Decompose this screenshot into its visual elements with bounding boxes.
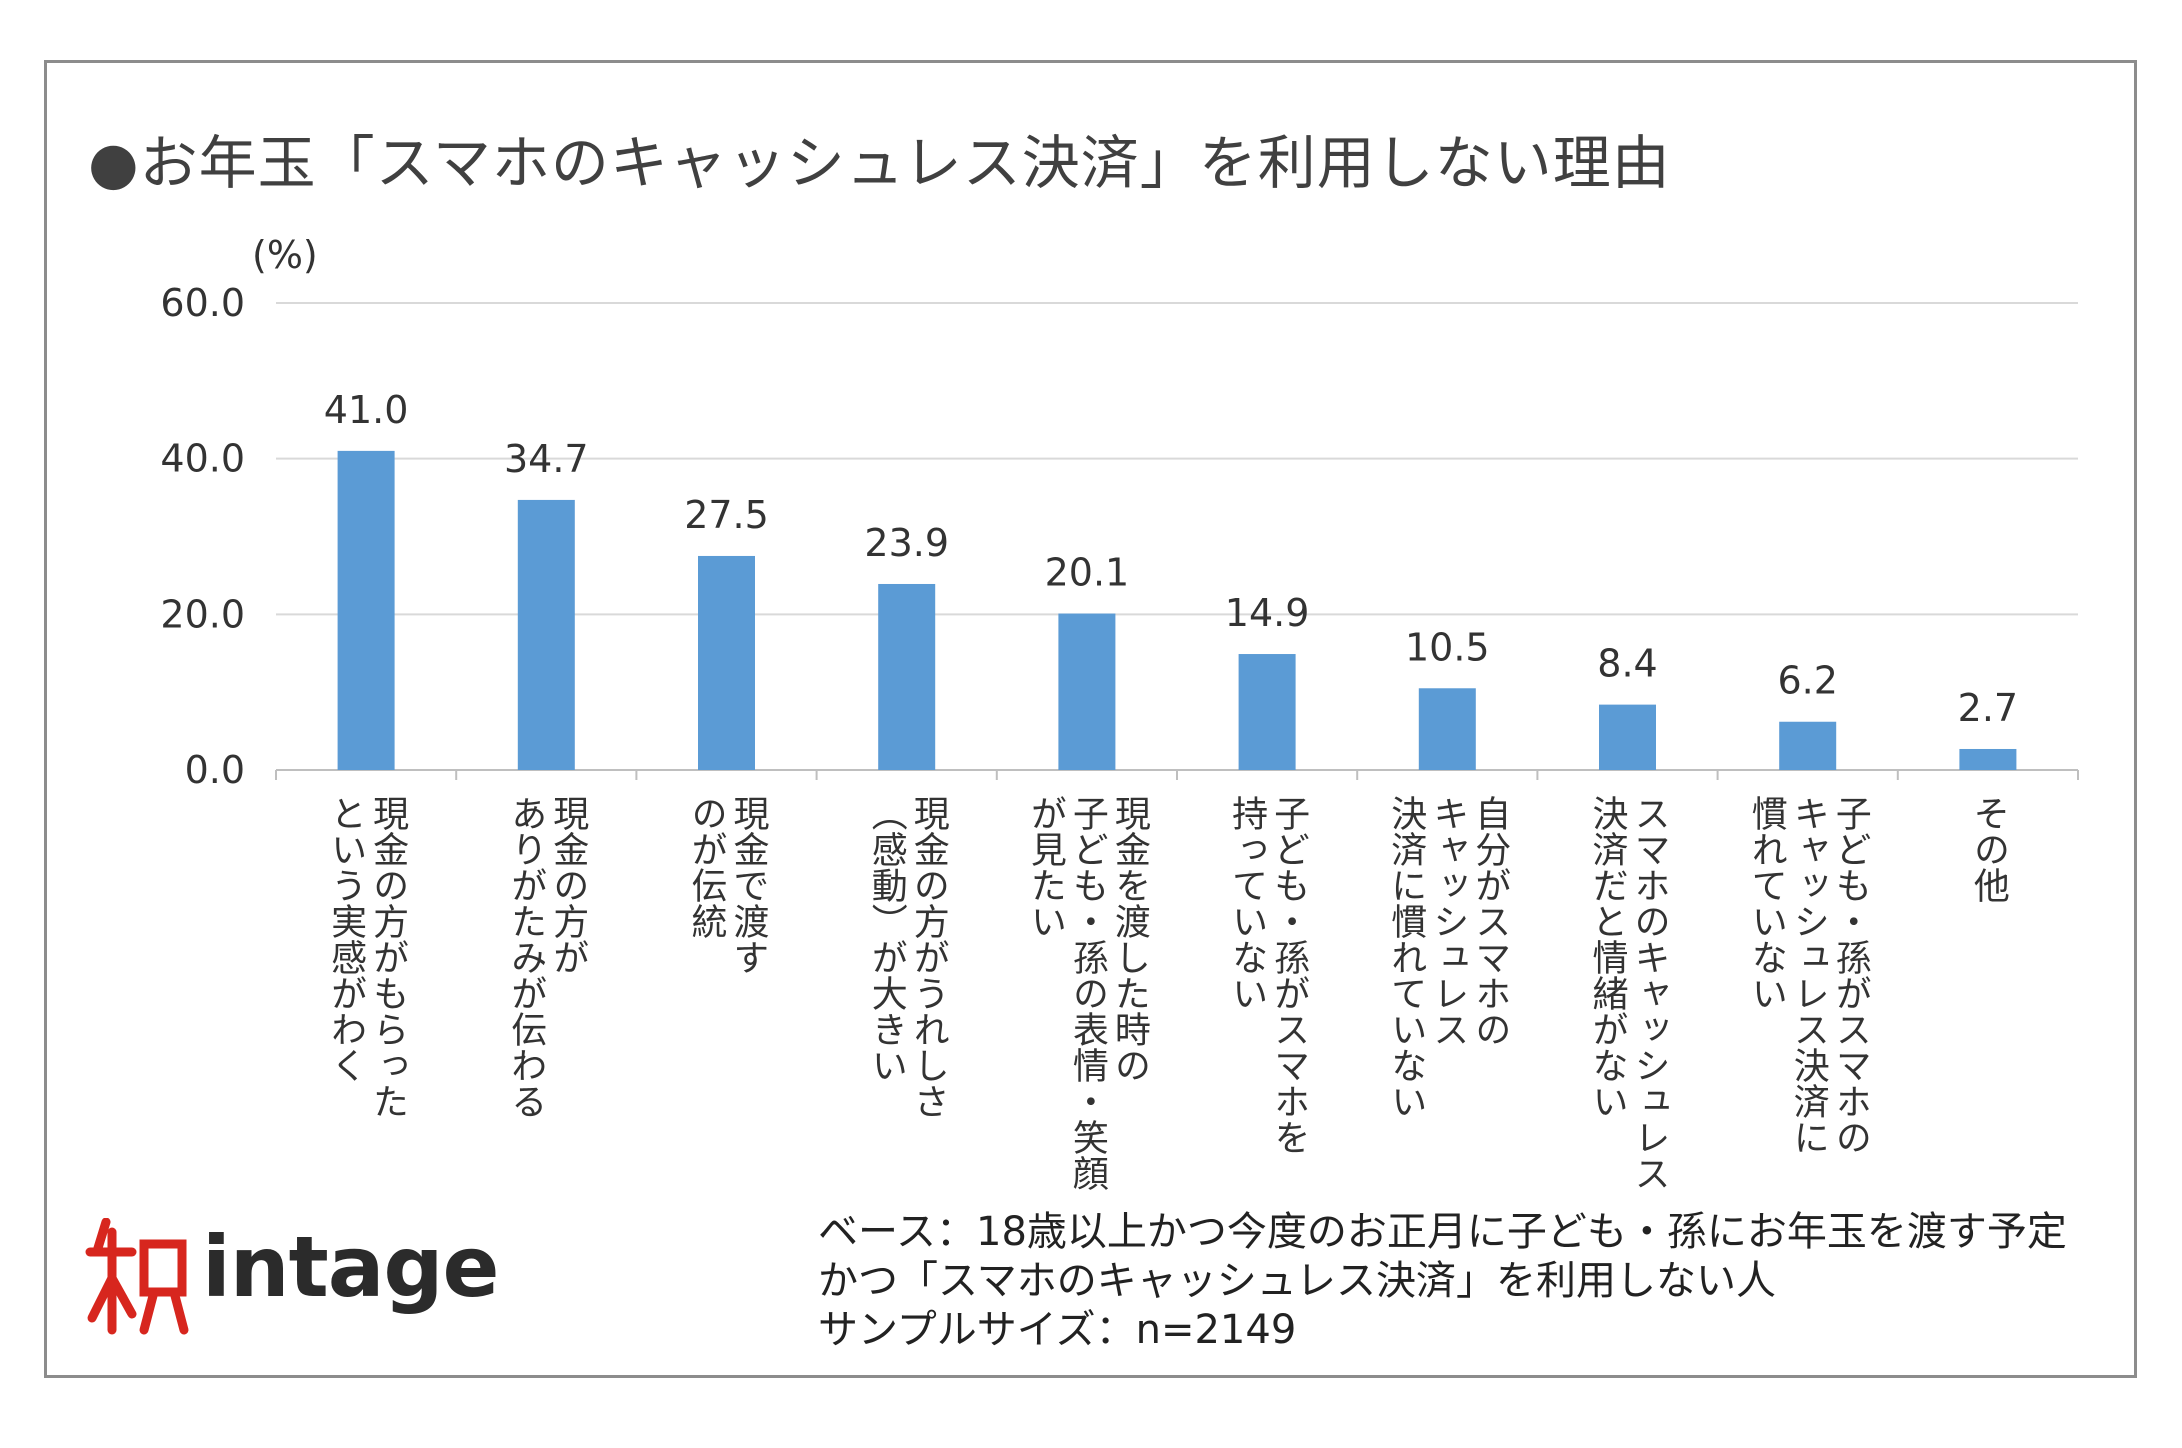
bar [1238, 654, 1296, 770]
category-label: 現金を渡した時の 子ども・孫の表情・笑顔 が見たい [1024, 795, 1150, 1191]
data-label: 34.7 [504, 437, 589, 481]
data-label: 27.5 [684, 493, 769, 537]
y-tick-label: 60.0 [160, 281, 245, 325]
data-label: 14.9 [1225, 591, 1310, 635]
data-label: 20.1 [1045, 551, 1130, 595]
sample-size: サンプルサイズ：n=2149 [818, 1307, 1297, 1353]
category-label: 子ども・孫がスマホの キャッシュレス決済に 慣れていない [1745, 795, 1871, 1155]
base-note: ベース：18歳以上かつ今度のお正月に子ども・孫にお年玉を渡す予定 かつ「スマホの… [818, 1208, 2067, 1355]
y-tick-label: 40.0 [160, 437, 245, 481]
bar [337, 450, 395, 770]
chart-frame [44, 60, 2137, 1378]
chart-title: ●お年玉「スマホのキャッシュレス決済」を利用しない理由 [88, 129, 1671, 197]
bar [1058, 613, 1116, 770]
data-label: 10.5 [1405, 625, 1490, 669]
category-label: 現金の方が ありがたみが伝わる [505, 795, 589, 1119]
category-label: その他 [1967, 795, 2009, 903]
category-label: 現金で渡す のが伝統 [685, 795, 769, 975]
category-label: 自分がスマホの キャッシュレス 決済に慣れていない [1385, 795, 1511, 1119]
y-tick-label: 0.0 [185, 748, 245, 792]
data-label: 23.9 [864, 521, 949, 565]
intage-logo-icon [85, 1217, 189, 1335]
data-label: 8.4 [1597, 642, 1657, 686]
bar [1959, 748, 2017, 770]
bar [1779, 721, 1837, 770]
bar [1418, 688, 1476, 770]
y-tick-label: 20.0 [160, 592, 245, 636]
category-label: 現金の方がうれしさ （感動）が大きい [865, 795, 949, 1119]
category-label: 現金の方がもらった という実感がわく [325, 795, 409, 1119]
bar [698, 555, 755, 770]
category-label: 子ども・孫がスマホを 持っていない [1226, 795, 1310, 1155]
base-line-1: ベース：18歳以上かつ今度のお正月に子ども・孫にお年玉を渡す予定 [818, 1209, 2067, 1255]
y-axis-unit: (%) [252, 233, 318, 277]
bar [1599, 704, 1656, 770]
data-label: 6.2 [1777, 659, 1837, 703]
base-line-2: かつ「スマホのキャッシュレス決済」を利用しない人 [818, 1258, 1776, 1304]
bar [517, 499, 575, 770]
bar [878, 583, 936, 770]
logo-wordmark: intage [202, 1218, 500, 1316]
category-label: スマホのキャッシュレス 決済だと情緒がない [1586, 795, 1670, 1191]
intage-logo: intage [84, 1217, 504, 1338]
data-label: 2.7 [1958, 686, 2018, 730]
data-label: 41.0 [324, 388, 409, 432]
